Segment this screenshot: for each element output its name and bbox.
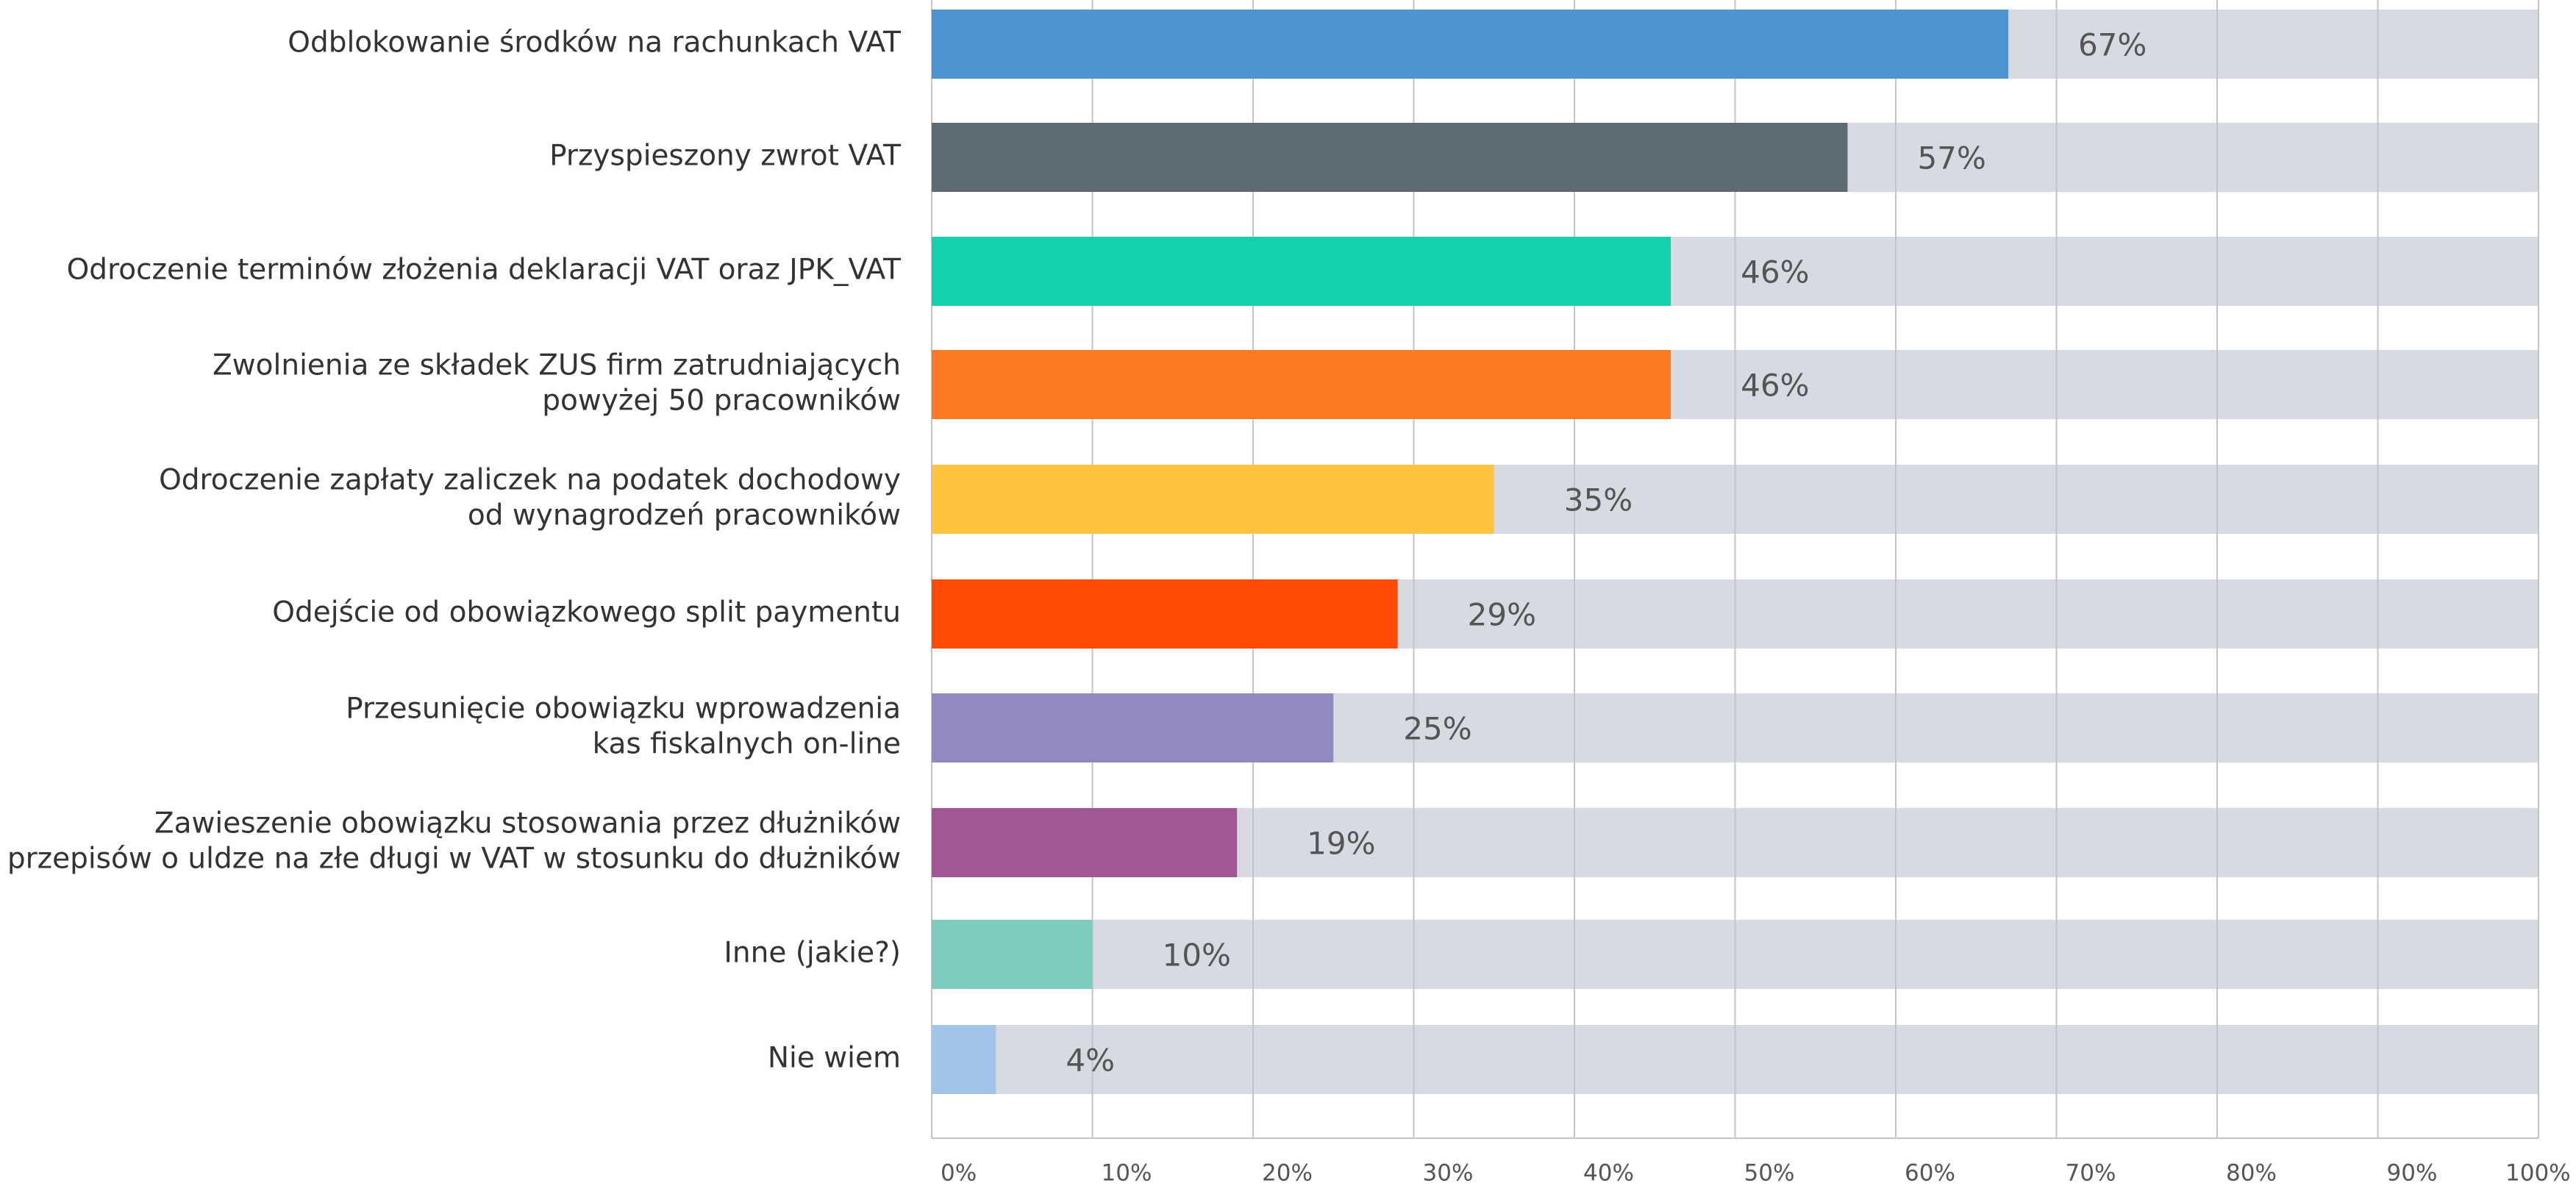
category-label: Odblokowanie środków na rachunkach VAT (288, 26, 901, 60)
value-label: 46% (1741, 368, 1809, 404)
value-label: 46% (1741, 254, 1809, 290)
value-label: 19% (1307, 826, 1375, 862)
value-label: 67% (2078, 27, 2147, 63)
bar (932, 808, 1238, 877)
bar (932, 237, 1671, 306)
category-label: kas fiskalnych on-line (593, 728, 901, 761)
category-label: Odroczenie zapłaty zaliczek na podatek d… (159, 464, 901, 497)
x-tick-label: 10% (1102, 1160, 1152, 1186)
bar (932, 1025, 996, 1094)
x-tick-label: 90% (2387, 1160, 2438, 1186)
x-tick-label: 50% (1744, 1160, 1795, 1186)
category-label: Zwolnienia ze składek ZUS firm zatrudnia… (213, 349, 901, 382)
value-label: 57% (1917, 140, 1985, 176)
category-label: Inne (jakie?) (724, 937, 901, 970)
x-tick-label: 70% (2066, 1160, 2116, 1186)
category-label: Nie wiem (768, 1042, 901, 1075)
category-label: Przesunięcie obowiązku wprowadzenia (346, 693, 901, 726)
x-tick-label: 20% (1262, 1160, 1313, 1186)
category-label: powyżej 50 pracowników (542, 385, 901, 418)
value-label: 25% (1403, 711, 1471, 747)
x-tick-label: 0% (941, 1160, 977, 1186)
x-tick-label: 30% (1423, 1160, 1474, 1186)
bar (932, 10, 2008, 79)
bar (932, 123, 1848, 192)
value-label: 4% (1066, 1043, 1115, 1079)
category-label: od wynagrodzeń pracowników (468, 499, 901, 532)
x-tick-label: 40% (1583, 1160, 1634, 1186)
bar (932, 350, 1671, 419)
x-tick-label: 80% (2226, 1160, 2277, 1186)
bar (932, 693, 1334, 762)
category-label: przepisów o uldze na złe długi w VAT w s… (7, 843, 901, 876)
value-label: 10% (1163, 937, 1231, 974)
bar (932, 465, 1494, 534)
bar (932, 920, 1093, 989)
value-label: 29% (1468, 597, 1536, 633)
category-label: Przyspieszony zwrot VAT (549, 140, 901, 173)
bar (932, 579, 1398, 649)
category-label: Zawieszenie obowiązku stosowania przez d… (154, 807, 901, 840)
category-label: Odroczenie terminów złożenia deklaracji … (67, 254, 902, 287)
value-label: 35% (1564, 482, 1633, 518)
x-tick-label: 100% (2505, 1160, 2571, 1186)
category-label: Odejście od obowiązkowego split paymentu (272, 596, 901, 629)
x-tick-label: 60% (1905, 1160, 1955, 1186)
